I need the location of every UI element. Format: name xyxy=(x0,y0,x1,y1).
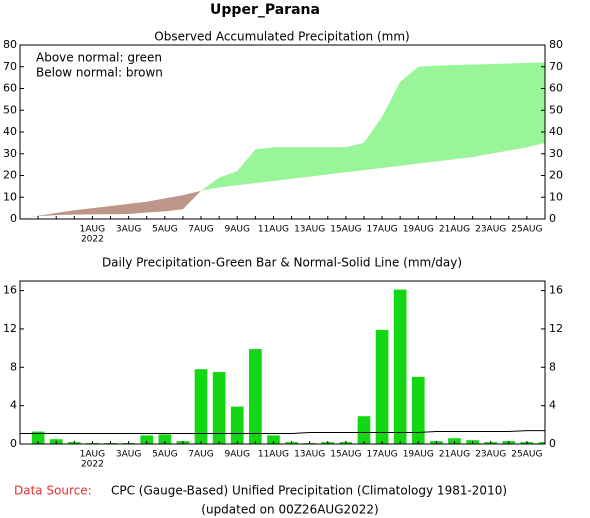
chart-title: Observed Accumulated Precipitation (mm) xyxy=(154,30,409,44)
x-tick-label: 5AUG xyxy=(152,450,177,460)
chart-title: Daily Precipitation-Green Bar & Normal-S… xyxy=(102,256,462,270)
y-tick-label: 8 xyxy=(549,360,556,373)
x-tick-label: 17AUG xyxy=(366,225,397,235)
annotation: Below normal: brown xyxy=(36,66,163,80)
x-tick-label: 23AUG xyxy=(475,225,506,235)
bar xyxy=(538,442,545,444)
y-tick-label: 80 xyxy=(549,38,563,51)
y-tick-label: 70 xyxy=(3,60,17,73)
x-year-label: 2022 xyxy=(81,460,104,470)
bar xyxy=(249,349,262,444)
y-tick-label: 30 xyxy=(3,147,17,160)
x-tick-label: 7AUG xyxy=(188,225,213,235)
y-tick-label: 10 xyxy=(3,190,17,203)
x-year-label: 2022 xyxy=(81,235,104,245)
x-tick-label: 15AUG xyxy=(330,225,361,235)
x-tick-label: 11AUG xyxy=(258,450,289,460)
y-tick-label: 20 xyxy=(3,169,17,182)
x-tick-label: 21AUG xyxy=(439,225,470,235)
y-tick-label: 12 xyxy=(3,322,17,335)
bar xyxy=(230,406,244,444)
x-tick-label: 25AUG xyxy=(511,450,542,460)
bar xyxy=(411,376,425,444)
footer-text: CPC (Gauge-Based) Unified Precipitation … xyxy=(111,484,507,498)
x-tick-label: 9AUG xyxy=(225,225,250,235)
y-tick-label: 30 xyxy=(549,147,563,160)
x-tick-label: 17AUG xyxy=(366,450,397,460)
y-tick-label: 0 xyxy=(549,212,556,225)
x-tick-label: 5AUG xyxy=(152,225,177,235)
x-tick-label: 7AUG xyxy=(188,450,213,460)
bar xyxy=(393,289,407,444)
x-tick-label: 21AUG xyxy=(439,450,470,460)
x-tick-label: 11AUG xyxy=(258,225,289,235)
y-tick-label: 0 xyxy=(10,212,17,225)
y-tick-label: 4 xyxy=(549,399,556,412)
bar xyxy=(357,416,371,444)
footer-updated: (updated on 00Z26AUG2022) xyxy=(201,503,378,517)
y-tick-label: 12 xyxy=(549,322,563,335)
bar xyxy=(375,329,389,444)
y-tick-label: 10 xyxy=(549,190,563,203)
annotation: Above normal: green xyxy=(36,51,162,65)
y-tick-label: 70 xyxy=(549,60,563,73)
y-tick-label: 16 xyxy=(549,284,563,297)
y-tick-label: 60 xyxy=(549,82,563,95)
y-tick-label: 40 xyxy=(549,125,563,138)
x-tick-label: 23AUG xyxy=(475,450,506,460)
y-tick-label: 60 xyxy=(3,82,17,95)
y-tick-label: 0 xyxy=(549,437,556,450)
bar xyxy=(194,369,208,444)
y-tick-label: 16 xyxy=(3,284,17,297)
y-tick-label: 50 xyxy=(3,103,17,116)
footer-label: Data Source: xyxy=(14,484,92,498)
bar xyxy=(267,435,280,444)
x-tick-label: 13AUG xyxy=(294,225,325,235)
page-title: Upper_Parana xyxy=(210,2,320,18)
x-tick-label: 3AUG xyxy=(116,450,141,460)
x-tick-label: 15AUG xyxy=(330,450,361,460)
bar xyxy=(140,435,154,444)
x-tick-label: 3AUG xyxy=(116,225,141,235)
area-above xyxy=(20,62,545,219)
x-tick-label: 19AUG xyxy=(403,450,434,460)
bar xyxy=(212,372,226,444)
y-tick-label: 80 xyxy=(3,38,17,51)
x-tick-label: 13AUG xyxy=(294,450,325,460)
x-tick-label: 1AUG xyxy=(80,450,105,460)
plot-frame xyxy=(19,280,546,445)
normal-line xyxy=(20,430,545,434)
y-tick-label: 40 xyxy=(3,125,17,138)
x-tick-label: 25AUG xyxy=(511,225,542,235)
y-tick-label: 4 xyxy=(10,399,17,412)
x-tick-label: 19AUG xyxy=(403,225,434,235)
y-tick-label: 20 xyxy=(549,169,563,182)
y-tick-label: 0 xyxy=(10,437,17,450)
bar xyxy=(31,431,45,444)
y-tick-label: 8 xyxy=(10,360,17,373)
y-tick-label: 50 xyxy=(549,103,563,116)
bar xyxy=(158,434,172,444)
x-tick-label: 1AUG xyxy=(80,225,105,235)
x-tick-label: 9AUG xyxy=(225,450,250,460)
